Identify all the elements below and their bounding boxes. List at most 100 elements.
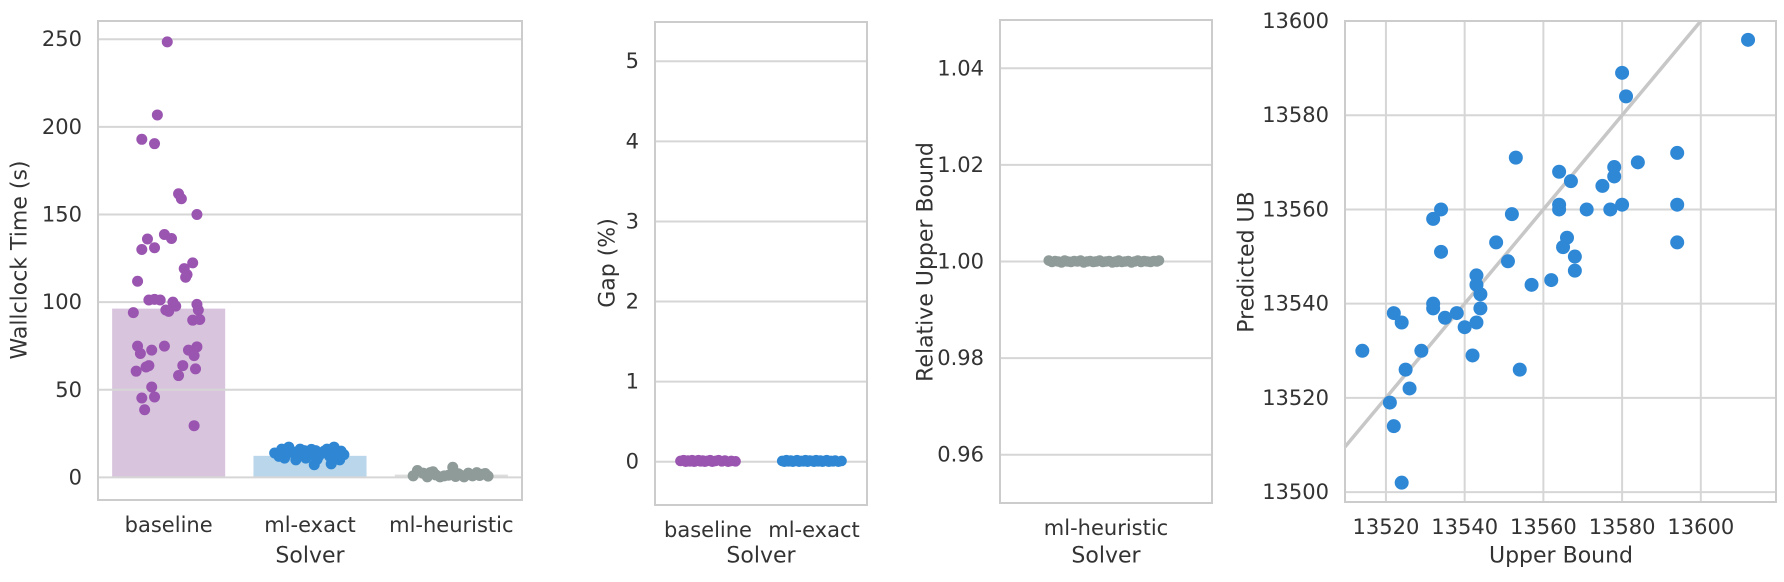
scatter-point [1615,65,1630,80]
strip-point-ml-heuristic [1090,256,1101,267]
scatter-point [1504,207,1519,222]
strip-point-baseline [191,341,203,353]
strip-point-baseline [187,257,199,269]
strip-point-ml-exact [836,455,847,467]
scatter-point [1500,254,1515,269]
strip-point-baseline [141,233,153,245]
strip-point-baseline [188,350,200,362]
scatter-point [1552,202,1567,217]
scatter-point [1670,197,1685,212]
strip-point-baseline [146,344,158,356]
strip-point-baseline [188,420,200,432]
x-tick-label: 13520 [1353,515,1420,539]
strip-point-baseline [192,304,204,316]
strip-point-baseline [730,456,741,467]
bar-baseline [112,308,226,478]
x-tick-label: 13580 [1589,515,1656,539]
strip-point-baseline [136,133,148,145]
strip-point-baseline [163,305,175,317]
y-axis-label-gap: Gap (%) [595,218,621,308]
strip-point-baseline [146,381,158,393]
strip-point-ml-heuristic [1153,255,1165,266]
y-tick-label: 4 [626,129,639,153]
y-tick-label: 3 [626,209,639,233]
y-tick-label: 250 [42,27,82,51]
scatter-point [1544,273,1559,288]
panel-1: 0 50 100 150 200 250 baseline ml-exact ml-heuris… [42,20,523,537]
y-axis-label-relative-upper-bound: Relative Upper Bound [913,142,939,382]
scatter-point [1386,306,1401,321]
x-tick-label-ml-heuristic: ml-heuristic [1044,516,1168,540]
scatter-point [1579,202,1594,217]
strip-point-baseline [158,340,170,352]
scatter-point [1394,475,1409,490]
y-axis-label-wallclock-time: Wallclock Time (s) [7,160,33,360]
scatter-point [1556,240,1571,255]
plot-border [999,19,1213,504]
strip-point-ml-exact [338,449,350,461]
scatter-point [1615,197,1630,212]
y-tick-label: 2 [626,290,639,314]
y-tick-label: 0 [69,465,82,489]
x-tick-label-baseline: baseline [125,513,213,537]
strip-point-baseline [191,208,203,220]
scatter-point [1524,277,1539,292]
scatter-point [1426,211,1441,226]
x-tick-label-ml-exact: ml-exact [264,513,356,537]
strip-point-ml-heuristic [482,470,494,482]
y-tick-label: 1.02 [937,153,984,177]
y-tick-label: 1.00 [937,250,984,274]
scatter-point [1457,320,1472,335]
strip-point-baseline [149,138,161,150]
y-tick-label: 200 [42,115,82,139]
y-tick-label: 13600 [1262,9,1329,33]
scatter-point [1434,202,1449,217]
y-tick-label: 1.04 [937,56,984,80]
scatter-point [1355,343,1370,358]
strip-point-baseline [180,271,192,283]
x-axis-label-solver-1: Solver [275,543,345,569]
x-tick-label: 13560 [1510,515,1577,539]
y-tick-label: 5 [626,49,639,73]
strip-point-baseline [151,109,163,121]
y-tick-label: 13580 [1262,103,1329,127]
scatter-point [1563,174,1578,189]
strip-point-ml-exact [325,458,337,470]
y-tick-label: 13500 [1262,480,1329,504]
scatter-point [1741,32,1756,47]
strip-point-baseline [139,404,151,416]
scatter-point [1508,150,1523,165]
scatter-point [1434,244,1449,259]
scatter-point [1670,145,1685,160]
strip-point-baseline [149,391,161,403]
scatter-point [1469,315,1484,330]
strip-point-baseline [136,392,148,404]
scatter-point [1437,310,1452,325]
y-tick-label: 1 [626,370,639,394]
strip-point-baseline [149,242,161,254]
y-tick-label: 50 [55,378,82,402]
strip-point-baseline [134,347,146,359]
scatter-point [1607,169,1622,184]
strip-point-baseline [175,193,187,205]
scatter-point [1394,315,1409,330]
y-tick-label: 13520 [1262,386,1329,410]
scatter-point [1473,301,1488,316]
strip-point-baseline [154,294,166,306]
strip-point-baseline [143,360,155,372]
scatter-point [1449,306,1464,321]
x-tick-label-ml-heuristic: ml-heuristic [389,513,513,537]
plot-border [1344,20,1777,503]
scatter-point [1595,178,1610,193]
plot-area [655,22,867,505]
plot-border [654,21,868,506]
y-tick-label: 0.96 [937,443,984,467]
scatter-point [1465,348,1480,363]
scatter-point [1567,249,1582,264]
scatter-point [1473,287,1488,302]
scatter-point [1619,89,1634,104]
strip-point-baseline [161,36,173,48]
scatter-point [1386,419,1401,434]
panel-4: 13500 13520 13540 13560 13580 13600 13520 13540… [1262,9,1777,539]
x-tick-label: 13540 [1431,515,1498,539]
